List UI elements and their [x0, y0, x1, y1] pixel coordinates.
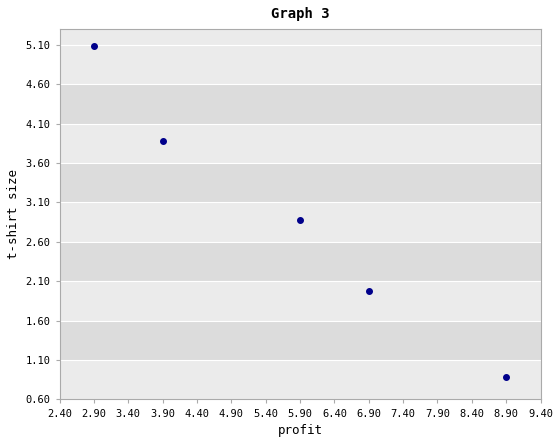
Bar	[59, 163, 540, 202]
Bar	[59, 84, 540, 123]
Point	[158, 137, 167, 144]
Bar	[59, 45, 540, 84]
X-axis label: profit: profit	[278, 424, 323, 437]
Bar	[59, 321, 540, 360]
Bar	[59, 242, 540, 281]
Y-axis label: t-shirt size: t-shirt size	[7, 169, 20, 259]
Point	[364, 287, 373, 294]
Point	[502, 374, 511, 381]
Bar	[59, 202, 540, 242]
Point	[296, 216, 305, 223]
Bar	[59, 281, 540, 321]
Title: Graph 3: Graph 3	[270, 7, 329, 21]
Bar	[59, 123, 540, 163]
Point	[90, 43, 99, 50]
Bar	[59, 360, 540, 400]
